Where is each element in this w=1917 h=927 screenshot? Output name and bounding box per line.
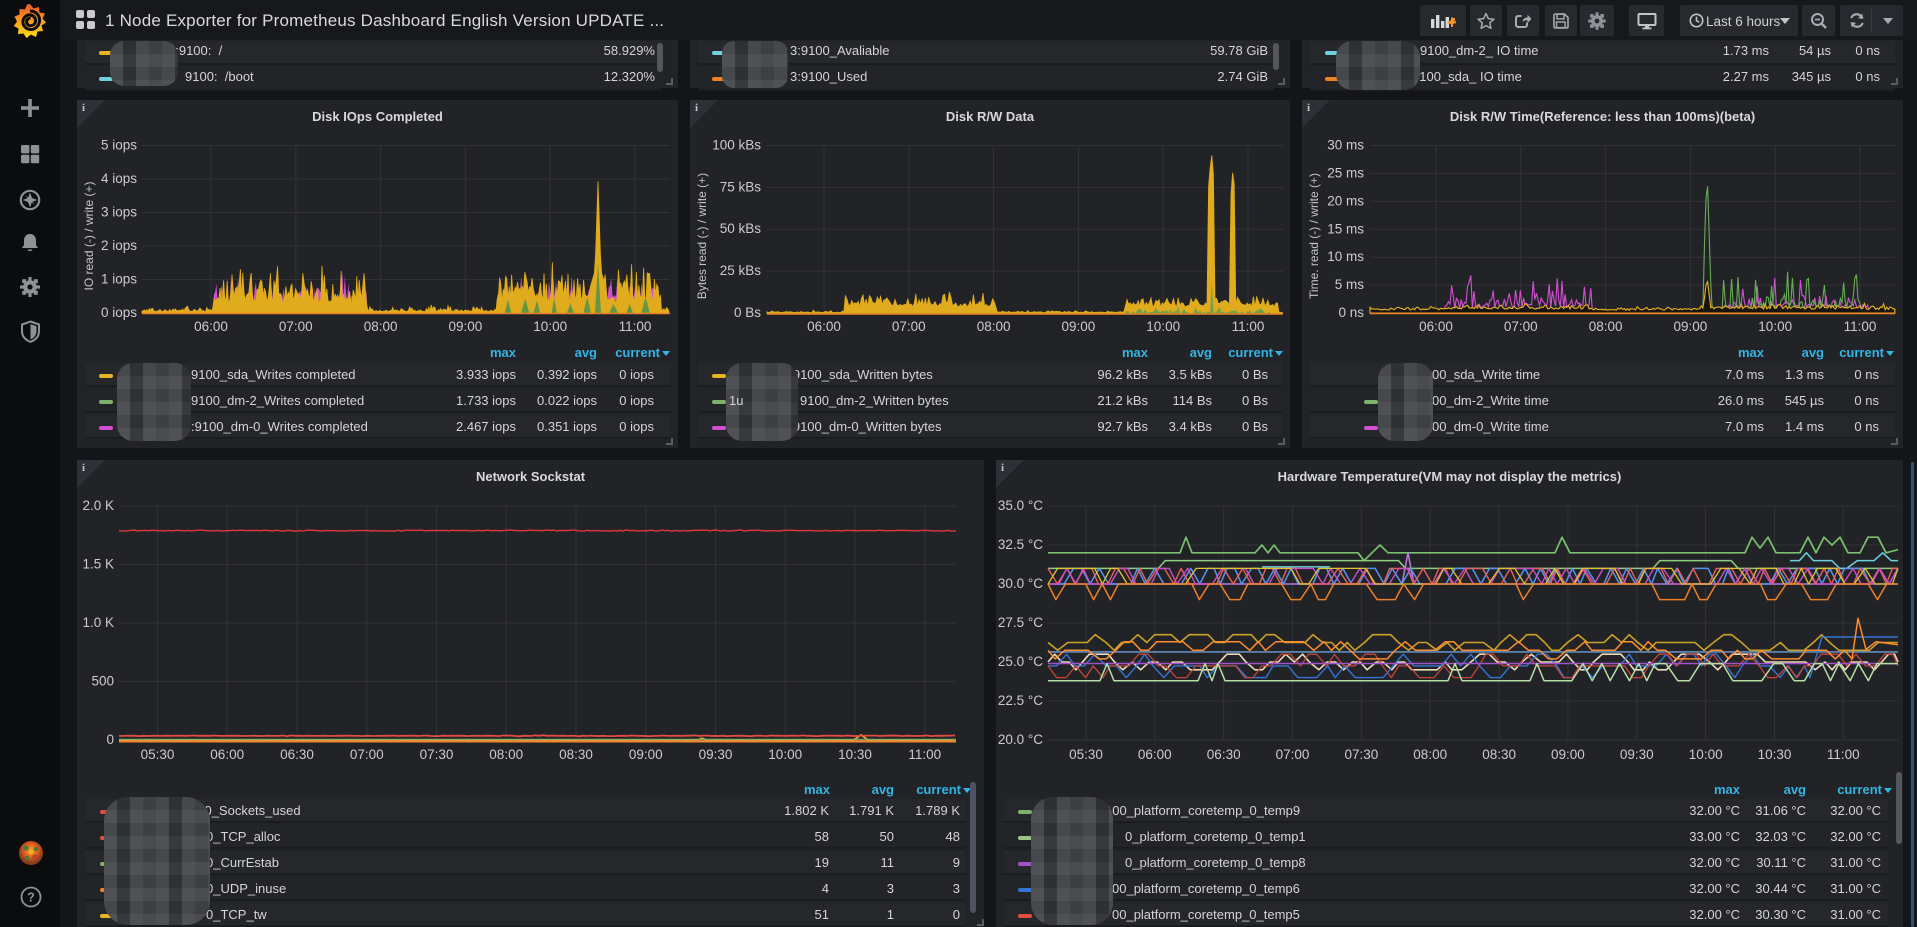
svg-text:?: ? — [27, 891, 35, 905]
